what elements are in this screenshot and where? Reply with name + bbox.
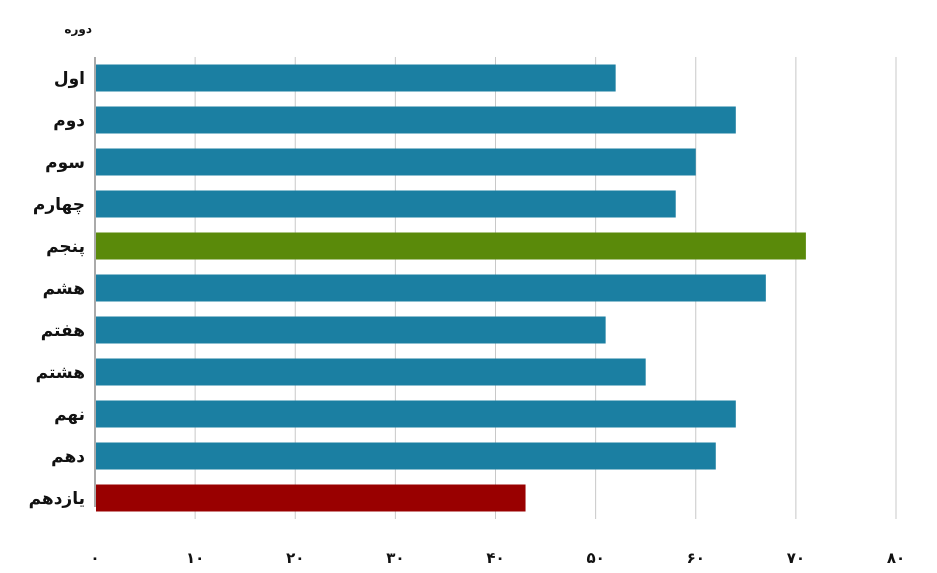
category-label: سوم [45, 153, 85, 173]
x-tick-label: ۴۰ [486, 549, 504, 567]
bar [96, 190, 676, 218]
bar [96, 316, 606, 344]
category-label: یازدهم [29, 489, 85, 509]
bar [96, 400, 736, 428]
x-tick-label: ۵۰ [586, 549, 604, 567]
category-label: هشم [43, 279, 85, 299]
category-label: چهارم [33, 195, 85, 215]
bar [96, 64, 616, 92]
bar [96, 232, 806, 260]
category-label: نهم [54, 405, 85, 425]
category-label: هفتم [41, 321, 85, 341]
x-tick-label: ۷۰ [787, 549, 805, 567]
bar [96, 358, 646, 386]
x-tick-label: ۱۰ [186, 549, 204, 567]
x-tick-label: ۲۰ [286, 549, 304, 567]
bar [96, 484, 526, 512]
category-label: دوم [53, 111, 85, 131]
x-axis-ticks: ۰ ۱۰ ۲۰ ۳۰ ۴۰ ۵۰ ۶۰ ۷۰ ۸۰ [90, 549, 905, 567]
bar [96, 106, 736, 134]
x-tick-label: ۶۰ [687, 549, 705, 567]
x-tick-label: ۳۰ [386, 549, 404, 567]
bar [96, 148, 696, 176]
x-tick-label: ۸۰ [887, 549, 905, 567]
category-label: پنجم [46, 237, 85, 257]
category-label: هشتم [36, 363, 85, 383]
bar [96, 274, 766, 302]
category-label: اول [54, 69, 85, 89]
bars [96, 64, 806, 512]
y-axis-title: دوره [64, 22, 92, 37]
bar [96, 442, 716, 470]
category-label: دهم [51, 447, 85, 467]
category-labels: اول دوم سوم چهارم پنجم هشم هفتم هشتم نهم دهم یازده… [29, 69, 86, 509]
x-tick-label: ۰ [90, 549, 99, 567]
